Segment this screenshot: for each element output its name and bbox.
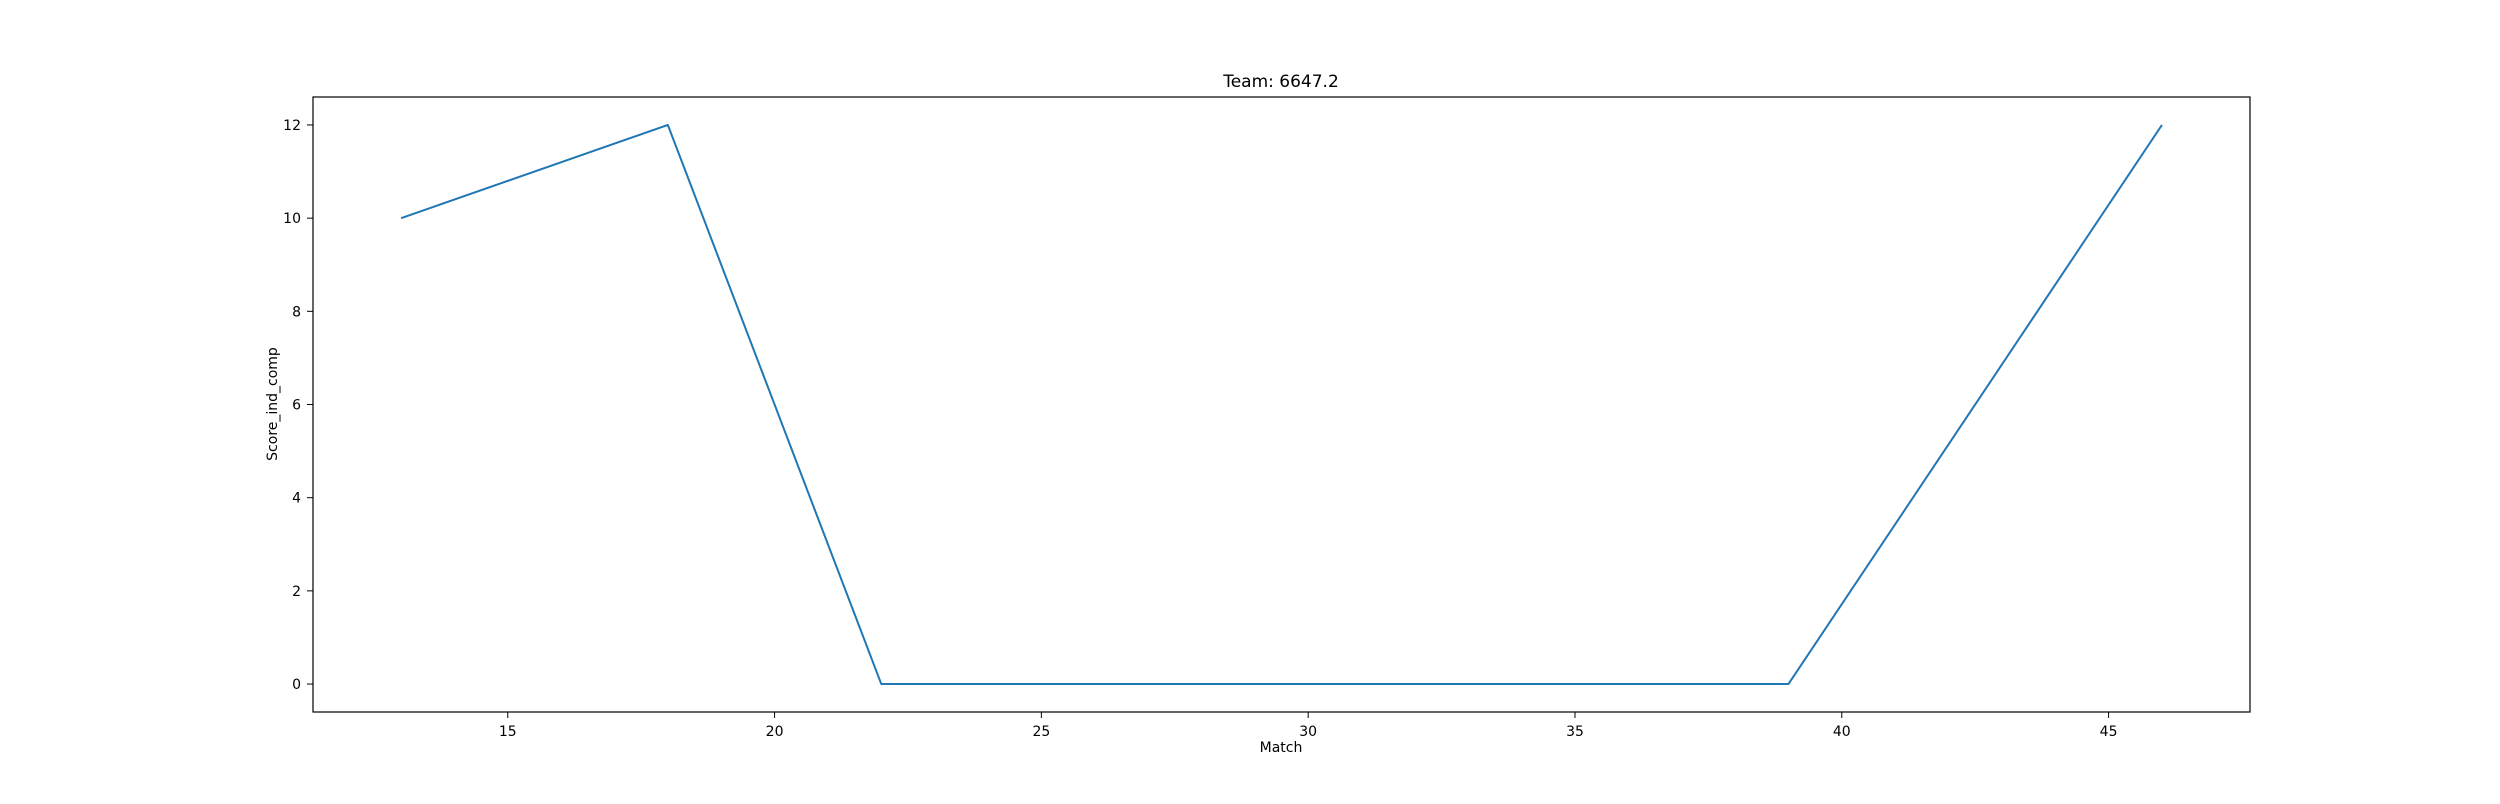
x-tick-label: 20: [766, 724, 784, 740]
series-line-0: [400, 123, 2163, 686]
x-axis-label: Match: [1260, 740, 1303, 756]
y-tick-label: 2: [292, 584, 301, 600]
y-tick-label: 8: [292, 304, 301, 320]
x-tick-label: 45: [2100, 724, 2118, 740]
plot-area: 15 20 25 30 35 40 45 0 2 4 6 8 10 12: [283, 96, 2251, 740]
y-tick-label: 4: [292, 491, 301, 507]
x-tick-label: 25: [1032, 724, 1050, 740]
y-tick-label: 12: [283, 118, 301, 134]
x-tick-label: 15: [499, 724, 517, 740]
x-tick-label: 40: [1833, 724, 1851, 740]
y-tick-label: 0: [292, 677, 301, 693]
x-tick-label: 30: [1299, 724, 1317, 740]
y-tick-label: 6: [292, 398, 301, 414]
plot-frame: [312, 96, 2251, 713]
y-axis-label: Score_ind_comp: [265, 347, 281, 461]
y-tick-label: 10: [283, 211, 301, 227]
x-tick-label: 35: [1566, 724, 1584, 740]
chart-title: Team: 6647.2: [1222, 72, 1339, 92]
